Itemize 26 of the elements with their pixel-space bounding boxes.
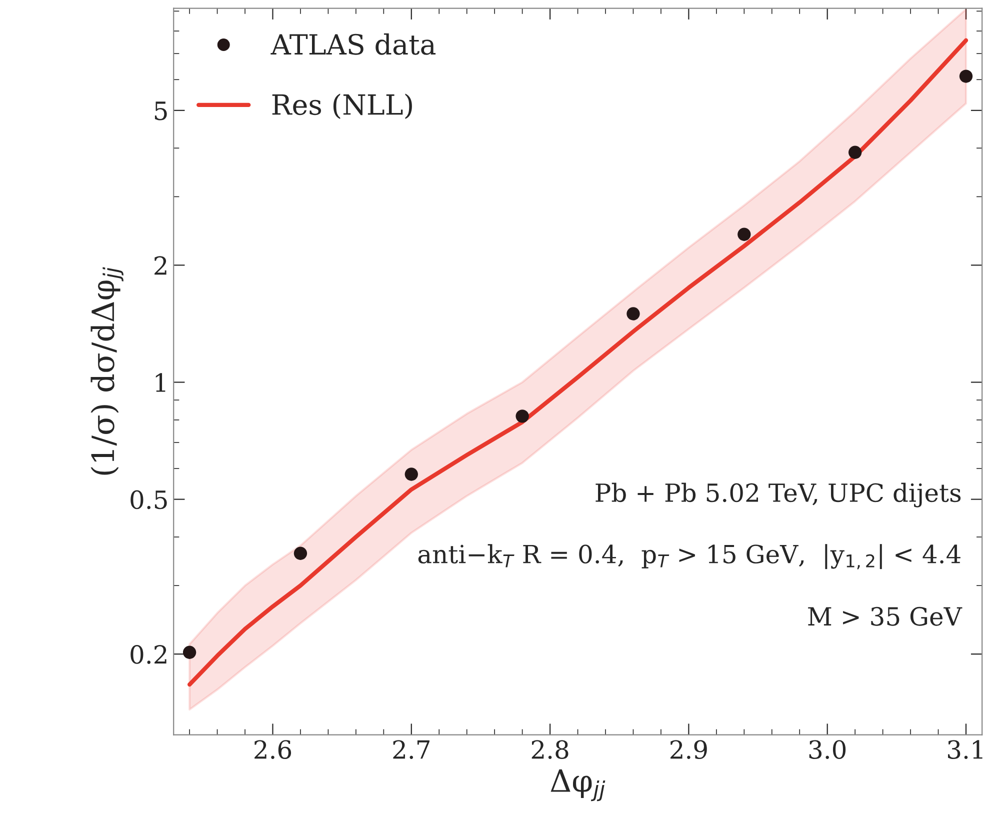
x-tick-label: 2.9 <box>670 740 707 760</box>
legend-label: Res (NLL) <box>272 94 412 119</box>
point <box>959 70 973 83</box>
point <box>404 468 418 481</box>
y-tick-label: 0.2 <box>130 645 166 664</box>
y-axis-title: (1/σ) dσ/dΔφ$_{jj}$ <box>90 267 124 475</box>
annotation: Pb + Pb 5.02 TeV, UPC dijets <box>596 482 961 508</box>
x-tick-label: 2.7 <box>393 740 430 760</box>
x-tick-label: 3.0 <box>809 740 846 760</box>
point <box>294 546 308 560</box>
x-tick-label: 2.6 <box>254 740 292 760</box>
y-tick-label: 2 <box>154 256 166 275</box>
annotation: M > 35 GeV <box>808 606 962 626</box>
point <box>516 410 529 423</box>
y-tick-label: 1 <box>156 373 166 392</box>
x-tick-label: 2.8 <box>532 740 568 760</box>
annotation: anti−k$_{T}$ R = 0.4, p$_{T}$ > 15 GeV, |y$_{1,2}$| < 4.4 <box>418 544 960 570</box>
legend-label: ATLAS data <box>270 33 436 55</box>
point <box>848 146 862 159</box>
y-tick-label: 5 <box>154 102 167 120</box>
x-tick-label: 3.1 <box>948 740 982 760</box>
point <box>182 646 196 659</box>
point <box>738 228 751 241</box>
y-tick-label: 0.5 <box>130 490 167 510</box>
x-axis-title: Δφ$_{jj}$ <box>550 769 606 802</box>
point <box>626 307 640 320</box>
